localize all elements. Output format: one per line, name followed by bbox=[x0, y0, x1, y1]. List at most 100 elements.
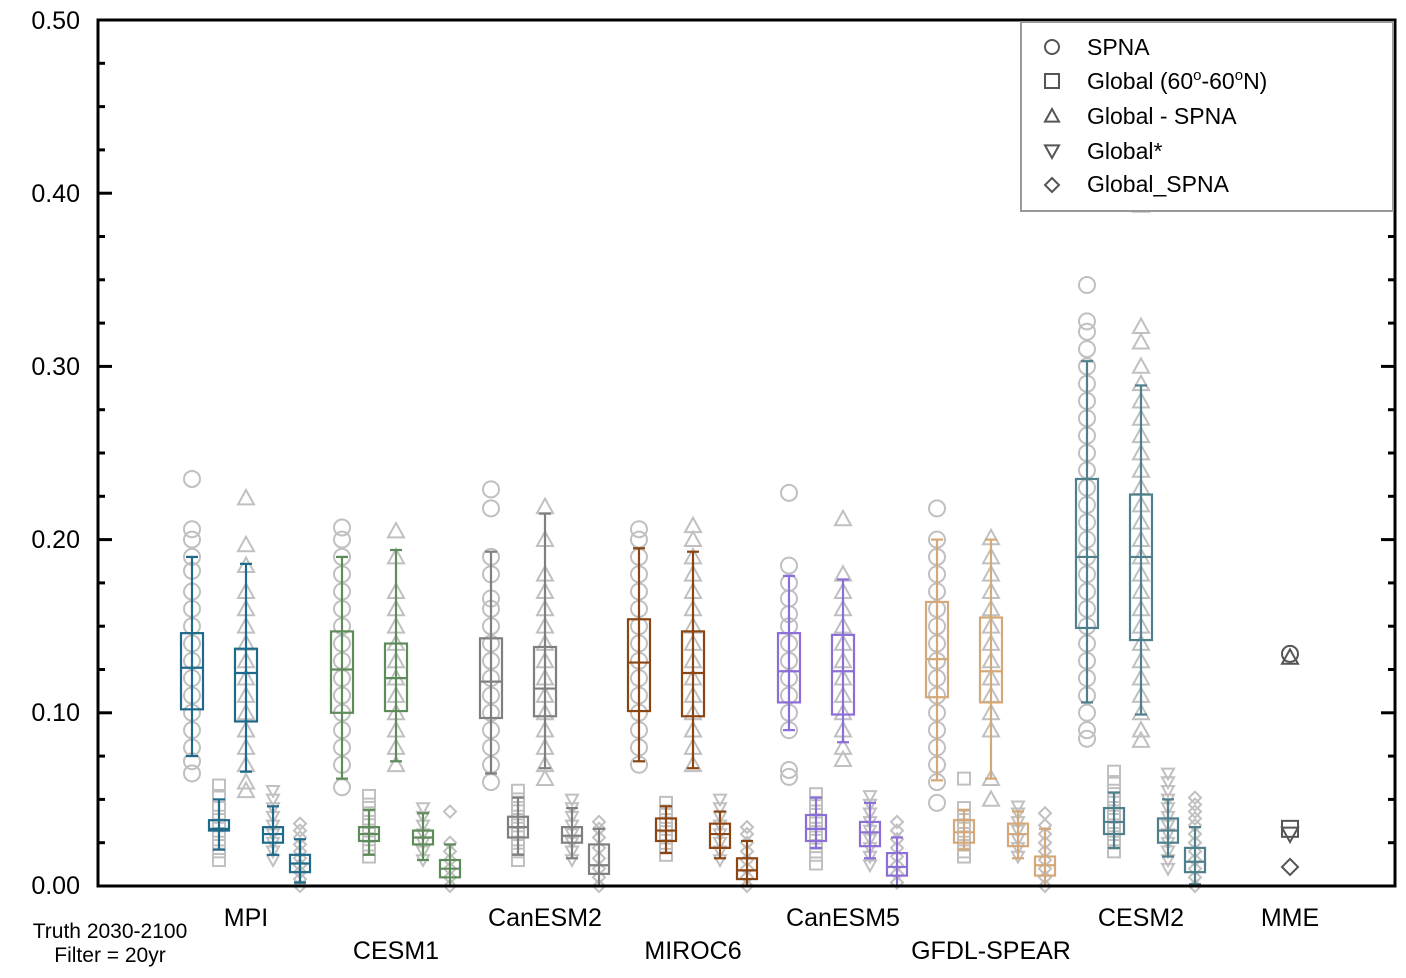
sample-point bbox=[1131, 356, 1151, 374]
sample-point bbox=[236, 534, 256, 553]
sample-point bbox=[362, 788, 376, 803]
legend-marker-circle bbox=[1044, 39, 1060, 55]
sample-point bbox=[333, 778, 351, 797]
sample-point bbox=[1131, 720, 1151, 738]
sample-point bbox=[1187, 790, 1203, 806]
sample-point bbox=[442, 804, 458, 819]
iqr-box bbox=[885, 851, 909, 877]
y-tick-label: 0.30 bbox=[31, 353, 80, 381]
sample-point bbox=[564, 793, 580, 808]
sample-point bbox=[1078, 703, 1096, 722]
sample-point bbox=[862, 798, 878, 813]
box-plots bbox=[179, 360, 1300, 888]
sample-point bbox=[683, 754, 703, 773]
mme-point bbox=[1280, 857, 1300, 877]
filter-note: Truth 2030-2100 Filter = 20yr bbox=[33, 920, 188, 967]
sample-point bbox=[928, 499, 946, 518]
model-label-cesm2: CESM2 bbox=[1098, 904, 1184, 932]
legend: SPNA Global (60o-60oN) Global - SPNA Glo… bbox=[1020, 21, 1394, 212]
sample-point bbox=[511, 783, 525, 798]
sample-point bbox=[809, 856, 823, 871]
note-truth-period: Truth 2030-2100 bbox=[33, 920, 188, 943]
model-label-canesm2: CanESM2 bbox=[488, 904, 602, 932]
sample-point bbox=[833, 737, 853, 755]
sample-point bbox=[1078, 340, 1096, 359]
iqr-box bbox=[179, 632, 205, 711]
mme-point bbox=[1280, 826, 1300, 845]
sample-point bbox=[1037, 805, 1053, 821]
sample-point bbox=[333, 518, 351, 537]
mme-point bbox=[1280, 647, 1300, 665]
model-label-gfdl-spear: GFDL-SPEAR bbox=[911, 937, 1071, 965]
sample-point bbox=[442, 878, 458, 894]
legend-label-spna: SPNA bbox=[1087, 34, 1150, 60]
sample-point bbox=[1131, 702, 1151, 721]
sample-point bbox=[889, 823, 905, 838]
sample-point bbox=[265, 784, 281, 799]
sample-point bbox=[482, 480, 500, 499]
iqr-box bbox=[626, 618, 652, 713]
model-label-mme: MME bbox=[1261, 904, 1319, 932]
legend-label-global-star: Global* bbox=[1087, 138, 1162, 164]
iqr-box bbox=[735, 857, 759, 881]
sample-point bbox=[780, 760, 798, 779]
sample-point bbox=[1187, 797, 1203, 813]
sample-point bbox=[333, 530, 351, 549]
sample-point bbox=[482, 499, 500, 518]
legend-box bbox=[1020, 21, 1394, 212]
iqr-box bbox=[1128, 493, 1154, 642]
model-label-mpi: MPI bbox=[224, 904, 268, 932]
sample-point bbox=[1010, 807, 1026, 822]
iqr-box bbox=[478, 637, 504, 720]
sample-point bbox=[535, 496, 555, 515]
iqr-box bbox=[708, 822, 732, 849]
sample-point bbox=[292, 878, 308, 894]
sample-point bbox=[889, 814, 905, 830]
sample-point bbox=[1131, 332, 1151, 350]
sample-point bbox=[236, 487, 256, 506]
sample-point bbox=[1037, 878, 1053, 894]
sample-point bbox=[889, 875, 905, 890]
iqr-box bbox=[207, 819, 231, 832]
sample-point bbox=[780, 483, 798, 502]
sample-point bbox=[183, 469, 201, 488]
sample-point bbox=[1010, 800, 1026, 815]
iqr-box bbox=[1074, 477, 1100, 630]
model-label-cesm1: CESM1 bbox=[353, 937, 439, 965]
sample-point bbox=[957, 771, 971, 786]
sample-point bbox=[212, 853, 226, 868]
iqr-box bbox=[233, 647, 259, 723]
iqr-box bbox=[858, 820, 882, 848]
sample-point bbox=[1160, 862, 1176, 877]
sample-point bbox=[1131, 730, 1151, 748]
y-tick-labels: 0.00 0.10 0.20 0.30 0.40 0.50 bbox=[31, 7, 80, 900]
iqr-box bbox=[587, 843, 611, 875]
iqr-box bbox=[1183, 846, 1207, 874]
note-filter: Filter = 20yr bbox=[54, 944, 165, 967]
sample-point bbox=[833, 508, 853, 527]
iqr-box bbox=[924, 600, 950, 699]
legend-markers bbox=[1043, 39, 1061, 194]
sample-point bbox=[1187, 811, 1203, 826]
mme-point bbox=[1281, 644, 1299, 663]
sample-point bbox=[739, 878, 755, 894]
legend-marker-diamond bbox=[1043, 176, 1061, 194]
sample-point bbox=[292, 816, 308, 832]
y-tick-label: 0.50 bbox=[31, 7, 80, 35]
sample-point bbox=[712, 793, 728, 808]
legend-label-global-spna: Global_SPNA bbox=[1087, 171, 1230, 197]
sample-point bbox=[862, 859, 878, 874]
sample-point bbox=[981, 789, 1001, 807]
sample-point bbox=[809, 847, 823, 862]
sample-point bbox=[1078, 275, 1096, 294]
sample-point bbox=[780, 556, 798, 575]
sample-point bbox=[780, 767, 798, 786]
sample-point bbox=[833, 749, 853, 767]
sample-point bbox=[1078, 322, 1096, 341]
legend-marker-square bbox=[1044, 73, 1060, 89]
legend-marker-triangle-up bbox=[1043, 106, 1061, 123]
sample-point bbox=[1131, 316, 1151, 334]
model-labels: MPI CESM1 CanESM2 MIROC6 CanESM5 GFDL-SP… bbox=[224, 904, 1319, 965]
sample-point bbox=[183, 520, 201, 539]
